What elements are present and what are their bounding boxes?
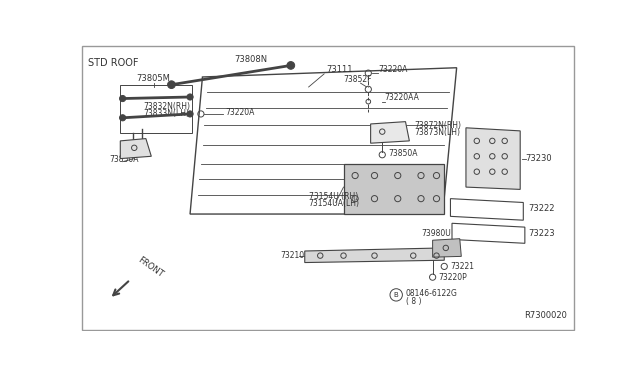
Text: STD ROOF: STD ROOF: [88, 58, 138, 68]
Text: 73220AA: 73220AA: [385, 93, 419, 102]
Circle shape: [168, 81, 175, 89]
Text: 73154U (RH): 73154U (RH): [308, 192, 358, 201]
Circle shape: [187, 94, 193, 100]
Text: 73832N(RH): 73832N(RH): [143, 102, 191, 110]
Polygon shape: [305, 248, 444, 263]
Text: 73223: 73223: [528, 229, 555, 238]
Polygon shape: [120, 139, 151, 158]
Text: FRONT: FRONT: [136, 255, 164, 279]
Bar: [344, 164, 444, 214]
Text: 73873N(LH): 73873N(LH): [415, 128, 461, 138]
Text: 73850A: 73850A: [388, 149, 418, 158]
Text: R7300020: R7300020: [524, 311, 566, 320]
Text: 73111: 73111: [326, 65, 353, 74]
Polygon shape: [371, 122, 410, 143]
Polygon shape: [466, 128, 520, 189]
Text: 73222: 73222: [528, 204, 554, 213]
Text: 73980U: 73980U: [422, 229, 451, 238]
Polygon shape: [452, 223, 525, 243]
Polygon shape: [190, 68, 457, 214]
Text: ( 8 ): ( 8 ): [406, 296, 421, 305]
Bar: [120, 85, 193, 133]
Text: 73808N: 73808N: [234, 55, 267, 64]
Text: 73220P: 73220P: [438, 273, 467, 282]
Text: B: B: [394, 292, 399, 298]
Text: 73230: 73230: [525, 154, 552, 163]
Text: 73833N(LH): 73833N(LH): [143, 109, 189, 118]
Polygon shape: [433, 239, 461, 257]
Text: 73805M: 73805M: [137, 74, 171, 83]
Circle shape: [187, 111, 193, 117]
Text: 73220A: 73220A: [225, 108, 254, 117]
Text: 73210: 73210: [280, 251, 304, 260]
Text: 73154UA(LH): 73154UA(LH): [308, 199, 360, 208]
Circle shape: [287, 62, 294, 69]
Text: 08146-6122G: 08146-6122G: [406, 289, 458, 298]
Polygon shape: [451, 199, 524, 220]
Text: 73221: 73221: [451, 262, 474, 271]
Circle shape: [120, 96, 125, 102]
Text: 73852F: 73852F: [344, 75, 372, 84]
Text: 73850A: 73850A: [109, 155, 139, 164]
Text: 73872N(RH): 73872N(RH): [415, 121, 462, 130]
Circle shape: [120, 115, 125, 121]
Text: 73220A: 73220A: [378, 65, 408, 74]
